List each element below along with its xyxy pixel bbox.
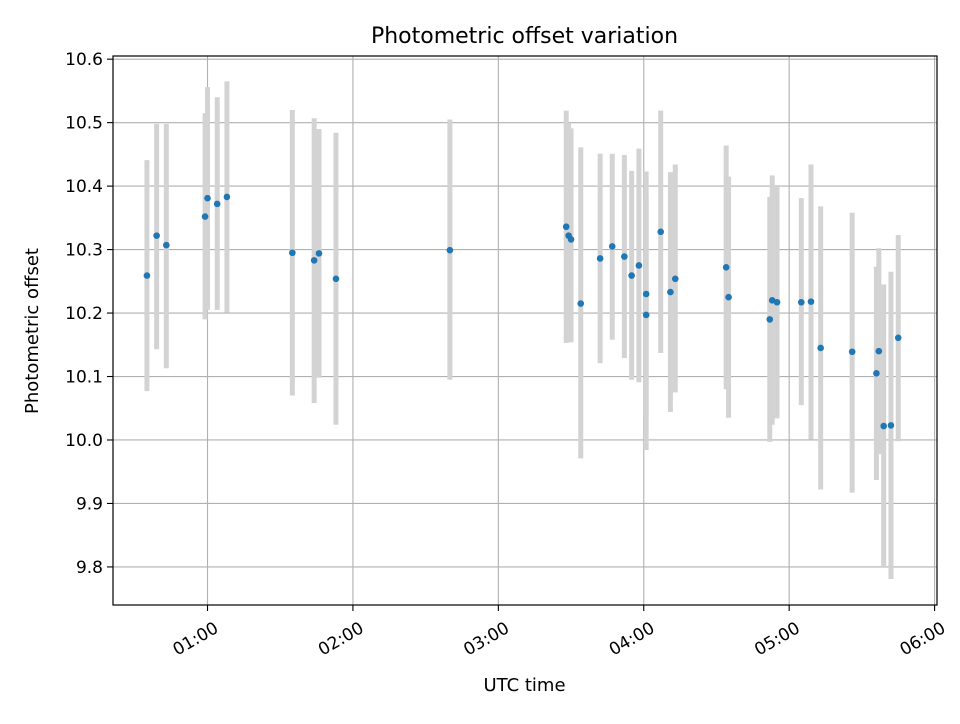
data-point <box>289 249 296 257</box>
grid-lines <box>113 56 937 605</box>
data-point <box>596 255 604 262</box>
data-point <box>223 193 231 201</box>
data-point <box>577 300 585 307</box>
data-point <box>143 272 151 279</box>
data-point <box>671 275 679 283</box>
y-tick-label: 10.3 <box>65 241 103 261</box>
data-point <box>873 370 880 377</box>
data-point <box>725 293 732 301</box>
chart-title: Photometric offset variation <box>371 24 678 49</box>
data-point <box>567 236 575 243</box>
data-point <box>204 194 211 202</box>
y-tick-label: 10.6 <box>65 50 103 70</box>
data-points <box>143 193 902 430</box>
data-point <box>848 348 856 356</box>
data-point <box>562 223 570 231</box>
data-point <box>880 422 887 430</box>
data-point <box>608 243 616 250</box>
data-point <box>667 288 674 296</box>
data-point <box>153 232 160 239</box>
data-point <box>894 334 902 342</box>
data-point <box>446 246 454 254</box>
data-point <box>635 262 643 269</box>
data-point <box>657 228 665 236</box>
y-axis-label: Photometric offset <box>22 248 43 414</box>
data-point <box>773 298 781 306</box>
data-point <box>163 241 170 249</box>
data-point <box>621 253 628 260</box>
data-point <box>766 316 774 323</box>
y-tick-label: 9.8 <box>76 558 103 578</box>
y-tick-label: 10.5 <box>65 114 103 134</box>
data-point <box>628 272 635 279</box>
data-point <box>722 264 730 271</box>
data-point <box>213 200 221 208</box>
data-point <box>797 298 805 306</box>
data-point <box>332 275 340 283</box>
plot-frame <box>112 55 938 606</box>
y-tick-label: 10.0 <box>65 431 103 451</box>
y-tick-label: 10.2 <box>65 304 103 324</box>
data-point <box>310 257 318 264</box>
y-tick-label: 10.4 <box>65 177 103 197</box>
data-point <box>887 422 895 429</box>
data-point <box>315 250 323 257</box>
y-tick-label: 10.1 <box>65 368 103 388</box>
y-tick-label: 9.9 <box>76 494 103 514</box>
data-point <box>807 298 815 305</box>
data-point <box>642 290 650 298</box>
data-point <box>817 344 824 352</box>
data-point <box>642 311 650 319</box>
data-point <box>875 347 883 355</box>
x-axis-label: UTC time <box>483 675 565 696</box>
data-point <box>201 213 209 220</box>
